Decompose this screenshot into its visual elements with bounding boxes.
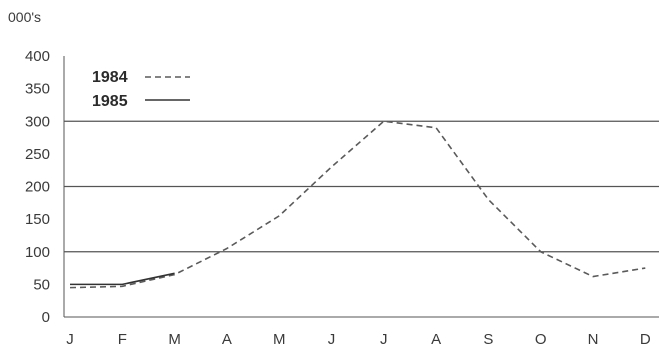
x-tick-label: O — [535, 331, 547, 348]
y-tick-label: 0 — [42, 309, 50, 326]
x-tick-label: A — [222, 331, 232, 348]
series-line-1985 — [70, 272, 175, 286]
x-tick-label: M — [168, 331, 181, 348]
y-axis-ticks: 0 50 100 150 200 250 300 350 400 — [25, 48, 50, 326]
x-tick-label: F — [118, 331, 127, 348]
y-tick-label: 250 — [25, 146, 50, 163]
y-tick-label: 350 — [25, 81, 50, 98]
y-tick-label: 100 — [25, 244, 50, 261]
legend-label-1984: 1984 — [92, 69, 128, 86]
x-tick-label: N — [588, 331, 599, 348]
y-tick-label: 200 — [25, 179, 50, 196]
x-tick-label: J — [66, 331, 74, 348]
x-tick-label: S — [483, 331, 493, 348]
gridlines — [63, 56, 659, 317]
series-layer — [69, 120, 646, 289]
y-tick-label: 50 — [33, 276, 50, 293]
legend: 1984 1985 — [92, 69, 190, 110]
legend-label-1985: 1985 — [92, 93, 128, 110]
x-tick-label: J — [328, 331, 336, 348]
y-tick-label: 150 — [25, 211, 50, 228]
x-tick-label: M — [273, 331, 286, 348]
x-tick-label: D — [640, 331, 651, 348]
y-unit-label: 000's — [8, 9, 41, 25]
y-tick-label: 400 — [25, 48, 50, 65]
x-tick-label: J — [380, 331, 388, 348]
series-line-1984 — [69, 120, 646, 289]
y-tick-label: 300 — [25, 113, 50, 130]
x-tick-label: A — [431, 331, 441, 348]
